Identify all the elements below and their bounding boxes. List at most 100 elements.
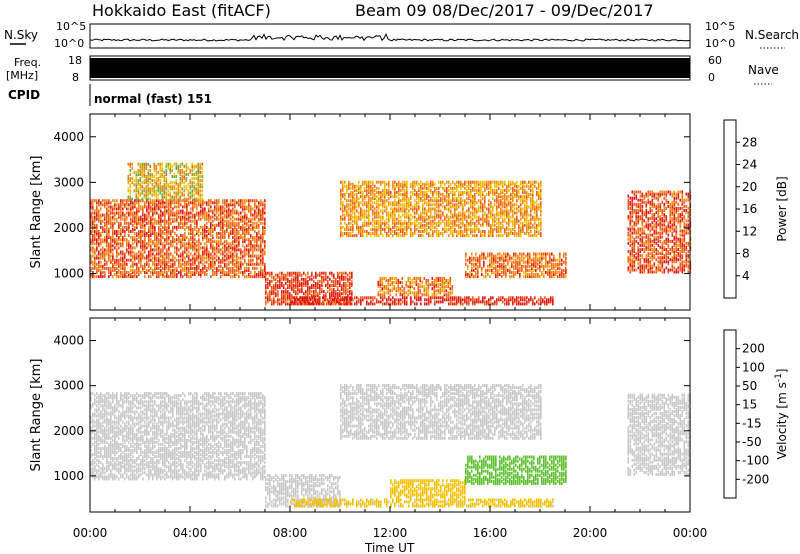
- range-cell: [104, 262, 106, 266]
- range-cell: [190, 207, 192, 211]
- range-cell: [258, 271, 260, 274]
- range-cell: [262, 268, 264, 272]
- range-cell: [512, 209, 514, 213]
- range-cell: [248, 225, 250, 229]
- range-cell: [500, 188, 502, 192]
- range-cell: [192, 256, 194, 260]
- range-cell: [536, 300, 538, 304]
- range-cell: [380, 197, 382, 201]
- range-cell: [318, 302, 320, 306]
- range-cell: [236, 258, 238, 262]
- range-cell: [337, 288, 339, 292]
- range-cell: [199, 170, 202, 174]
- range-cell: [297, 284, 299, 287]
- range-cell: [404, 215, 406, 219]
- range-cell: [100, 240, 102, 244]
- range-cell: [484, 213, 486, 217]
- range-cell: [436, 232, 438, 235]
- range-cell: [508, 203, 510, 207]
- range-cell: [148, 201, 150, 205]
- range-cell: [92, 262, 94, 266]
- range-cell: [238, 236, 240, 240]
- range-cell: [412, 232, 414, 235]
- range-cell: [94, 256, 96, 260]
- range-cell: [228, 273, 230, 276]
- range-cell: [100, 203, 102, 207]
- range-cell: [140, 258, 142, 262]
- range-cell: [279, 275, 281, 279]
- range-cell: [500, 225, 502, 229]
- range-cell: [502, 203, 504, 207]
- range-cell: [410, 195, 412, 199]
- range-cell: [96, 268, 98, 272]
- range-cell: [208, 213, 210, 217]
- range-cell: [297, 288, 299, 292]
- range-cell: [218, 205, 220, 209]
- range-cell: [174, 217, 176, 221]
- range-cell: [452, 213, 454, 217]
- range-cell: [186, 242, 188, 246]
- range-cell: [466, 298, 468, 302]
- range-cell: [512, 221, 514, 225]
- range-cell: [331, 271, 333, 275]
- range-cell: [512, 193, 514, 196]
- range-cell: [149, 175, 152, 178]
- range-cell: [315, 298, 317, 302]
- range-cell: [256, 248, 258, 252]
- range-cell: [106, 217, 108, 221]
- range-cell: [388, 217, 390, 221]
- range-cell: [319, 292, 321, 296]
- range-cell: [114, 266, 116, 270]
- range-cell: [173, 181, 176, 185]
- range-cell: [220, 221, 222, 225]
- range-cell: [149, 187, 152, 191]
- range-cell: [212, 254, 214, 258]
- range-cell: [244, 221, 246, 225]
- range-cell: [446, 215, 448, 219]
- range-cell: [144, 246, 146, 250]
- range-cell: [147, 173, 150, 176]
- range-cell: [242, 230, 244, 233]
- range-cell: [175, 181, 178, 185]
- range-cell: [388, 193, 390, 196]
- range-cell: [285, 275, 287, 279]
- range-cell: [330, 298, 332, 302]
- range-cell: [127, 197, 130, 201]
- range-cell: [256, 260, 258, 264]
- range-cell: [156, 275, 158, 279]
- range-cell: [380, 300, 382, 304]
- range-cell: [224, 254, 226, 258]
- range-cell: [400, 221, 402, 225]
- range-cell: [372, 180, 374, 184]
- range-cell: [508, 215, 510, 219]
- range-cell: [406, 215, 408, 219]
- range-cell: [90, 275, 92, 279]
- range-cell: [316, 298, 318, 302]
- range-cell: [502, 188, 504, 192]
- range-cell: [136, 215, 138, 219]
- range-cell: [118, 211, 120, 215]
- range-cell: [158, 199, 160, 203]
- range-cell: [492, 302, 494, 306]
- range-cell: [402, 188, 404, 192]
- range-cell: [360, 213, 362, 217]
- range-cell: [392, 195, 394, 199]
- range-cell: [502, 234, 504, 238]
- range-cell: [269, 279, 271, 283]
- range-cell: [248, 262, 250, 266]
- range-cell: [224, 273, 226, 276]
- range-cell: [106, 262, 108, 266]
- range-cell: [474, 201, 476, 205]
- range-cell: [210, 215, 212, 219]
- range-cell: [226, 246, 228, 250]
- range-cell: [498, 203, 500, 207]
- range-cell: [162, 230, 164, 233]
- range-cell: [490, 223, 492, 227]
- range-cell: [108, 219, 110, 223]
- range-cell: [466, 221, 468, 225]
- range-cell: [472, 300, 474, 304]
- range-cell: [518, 225, 520, 229]
- range-cell: [345, 286, 347, 289]
- range-cell: [201, 189, 204, 193]
- range-cell: [404, 205, 406, 209]
